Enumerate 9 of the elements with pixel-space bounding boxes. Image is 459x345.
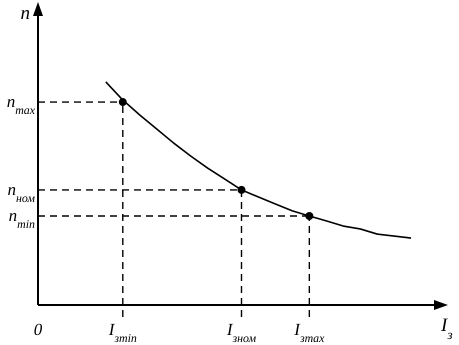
- y-axis-title: n: [20, 3, 30, 24]
- x-tick-label: I$_{зmin}$: [108, 320, 137, 345]
- x-tick-label: I$_{зном}$: [226, 320, 257, 345]
- x-tick-label: 0: [34, 320, 43, 339]
- ref-line-label: n$_{max}$: [6, 92, 36, 118]
- x-tick-label: I$_{зmax}$: [293, 320, 326, 345]
- x-axis-title: I$_{з}$: [440, 315, 453, 342]
- ref-line-label: n$_{min}$: [8, 206, 36, 232]
- ref-line-label: n$_{ном}$: [8, 180, 36, 205]
